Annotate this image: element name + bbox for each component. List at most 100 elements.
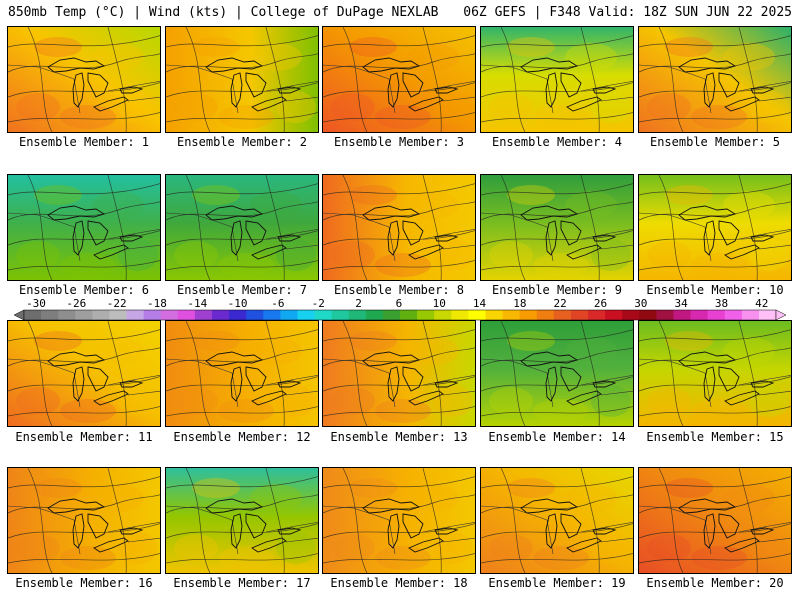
state-borders [166,505,318,555]
height-contour [323,201,475,221]
ensemble-panel-19 [480,467,634,574]
great-lake-outline [724,390,760,406]
great-lake-outline [245,366,267,392]
height-contour [107,468,127,573]
ensemble-member-label: Ensemble Member: 6 [18,283,150,297]
temperature-map [166,175,318,280]
colorbar-tick-label: 26 [593,297,608,310]
temperature-map [8,175,160,280]
colorbar-tick-label: -14 [187,297,208,310]
great-lake-outline [119,234,144,242]
temperature-blotch [691,105,747,129]
state-borders [166,358,318,408]
temperature-map [323,27,475,132]
colorbar-segment [417,310,435,320]
height-contour [738,175,758,280]
temperature-field [166,468,318,573]
great-lake-outline [402,72,424,98]
great-lake-outline [560,513,582,539]
height-contour [481,494,633,514]
height-contour [639,53,791,73]
great-lake-outline [434,234,459,242]
temperature-blotch [723,484,775,512]
temperature-blotch [565,484,617,512]
great-lake-outline [566,390,602,406]
state-borders [481,358,633,408]
ensemble-panel-16 [7,467,161,574]
temperature-field [481,468,633,573]
temperature-blotch [92,337,144,365]
colorbar-segment [434,310,452,320]
temperature-blotch [407,43,459,71]
temperature-blotch [250,484,302,512]
great-lake-outline [87,72,109,98]
height-contour [8,476,160,489]
temperature-map [639,321,791,426]
height-contour [166,112,318,123]
temperature-blotch [34,478,82,498]
great-lake-outline [678,57,737,73]
ensemble-panel-1 [7,26,161,133]
temperature-blotch [533,105,589,129]
temperature-blotch [92,484,144,512]
height-contour [166,476,318,489]
ensemble-panel-17 [165,467,319,574]
temperature-map [323,175,475,280]
colorbar-segment [297,310,315,320]
colorbar-segment [622,310,640,320]
great-lake-outline [87,220,109,246]
colorbar-segment [314,310,333,320]
great-lake-outline [724,537,760,553]
height-contour [481,53,633,73]
colorbar-segment [502,310,521,320]
temperature-map [323,468,475,573]
colorbar-segment [194,310,213,320]
temperature-field [323,468,475,573]
great-lake-outline [724,244,760,260]
great-lake-outline [434,527,459,535]
great-lake-outline [566,96,602,112]
temperature-blotch [218,105,274,129]
state-borders [481,505,633,555]
temperature-blotch [489,387,533,415]
temperature-blotch [250,43,302,71]
ensemble-panel-7 [165,174,319,281]
state-borders [8,358,160,408]
height-contour [658,468,684,573]
great-lake-outline [387,220,400,256]
map-header: 850mb Temp (°C) | Wind (kts) | College o… [0,0,800,24]
temperature-map [481,321,633,426]
height-contour [481,183,633,196]
temperature-blotch [407,484,459,512]
colorbar-segment [536,310,555,320]
great-lake-outline [408,537,444,553]
height-contour [639,183,791,196]
height-contour [481,347,633,367]
temperature-blotch [16,387,60,415]
height-contour [8,53,160,73]
height-contour [580,321,600,426]
ensemble-member-label: Ensemble Member: 1 [18,135,150,149]
height-contour [481,260,633,271]
height-contour [342,321,368,426]
temperature-blotch [349,185,397,205]
ensemble-panel-3 [322,26,476,133]
colorbar-segment [724,310,743,320]
state-borders [323,64,475,114]
great-lake-outline [230,366,243,402]
colorbar-segment [263,310,281,320]
great-lake-outline [520,57,579,73]
great-lake-outline [750,527,775,535]
great-lake-outline [93,390,129,406]
ensemble-member-label: Ensemble Member: 14 [488,430,626,444]
temperature-field [481,27,633,132]
height-contour [580,175,600,280]
great-lake-outline [387,366,400,402]
height-contour [8,347,160,367]
colorbar-segment [365,310,384,320]
height-contour [8,406,160,417]
temperature-blotch [60,105,116,129]
temperature-blotch [407,191,459,219]
temperature-blotch [533,253,589,277]
colorbar-tick-label: 30 [634,297,648,310]
